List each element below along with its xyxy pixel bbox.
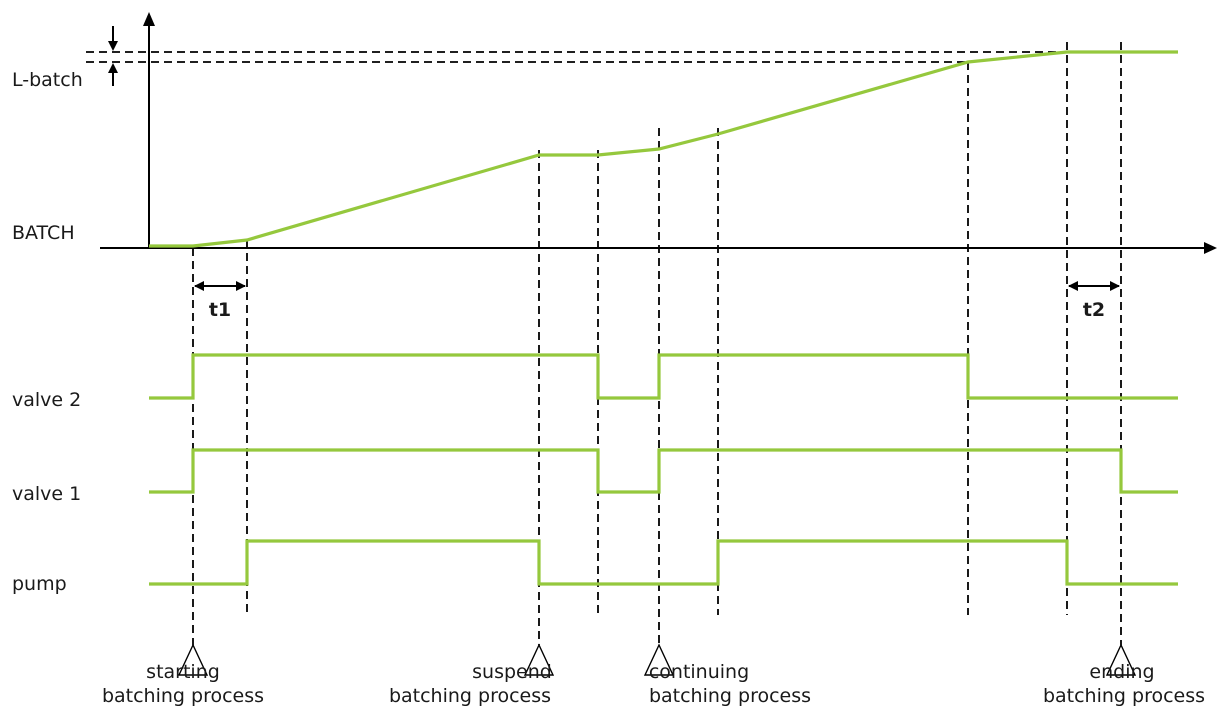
pump-signal bbox=[149, 539, 1178, 586]
suspend-event-marker-icon bbox=[523, 643, 555, 676]
pump-label: pump bbox=[12, 573, 67, 595]
continue-event-marker-icon bbox=[643, 643, 675, 676]
valve2-label: valve 2 bbox=[12, 389, 81, 411]
end-caption-line1: ending bbox=[1089, 661, 1154, 683]
x-axis-arrowhead bbox=[1204, 242, 1217, 254]
batch-amount-curve bbox=[149, 50, 1178, 248]
continue-caption-line1: continuing bbox=[649, 661, 749, 683]
t2-arrowhead-right bbox=[1110, 281, 1120, 291]
valve2-signal bbox=[149, 353, 1178, 400]
batch-label: BATCH bbox=[12, 222, 75, 244]
end-event-marker-icon bbox=[1105, 643, 1137, 676]
end-caption-line2: batching process bbox=[1043, 685, 1205, 707]
start-caption-line2: batching process bbox=[102, 685, 264, 707]
t1-arrowhead-right bbox=[236, 281, 246, 291]
l-batch-label: L-batch bbox=[12, 69, 83, 91]
tolerance-arrowhead-down bbox=[108, 41, 118, 51]
suspend-caption-line1: suspend bbox=[472, 661, 552, 683]
t1-label: t1 bbox=[209, 299, 231, 321]
t1-arrowhead-left bbox=[194, 281, 204, 291]
t2-label: t2 bbox=[1083, 299, 1105, 321]
valve1-label: valve 1 bbox=[12, 483, 81, 505]
valve1-signal bbox=[149, 448, 1178, 494]
suspend-caption-line2: batching process bbox=[389, 685, 551, 707]
start-event-marker-icon bbox=[177, 643, 209, 676]
tolerance-arrowhead-up bbox=[108, 63, 118, 73]
continue-caption-line2: batching process bbox=[649, 685, 811, 707]
y-axis-arrowhead bbox=[143, 12, 155, 26]
start-caption-line1: starting bbox=[146, 661, 220, 683]
t2-arrowhead-left bbox=[1068, 281, 1078, 291]
